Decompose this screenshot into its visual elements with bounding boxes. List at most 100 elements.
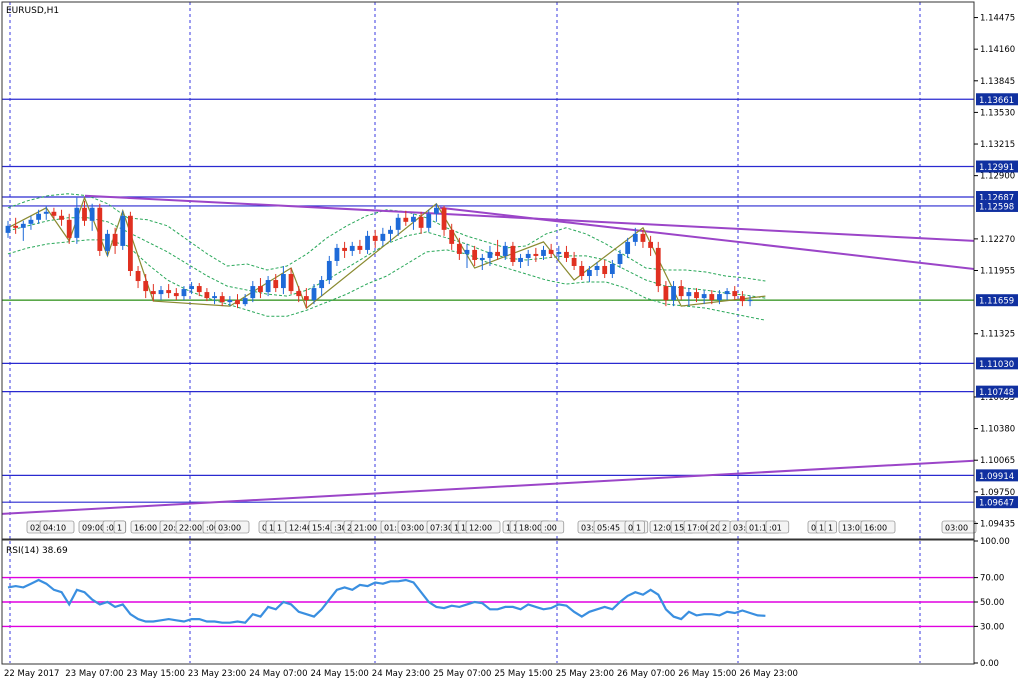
price-level-label: 1.09914 xyxy=(979,472,1014,482)
trend-lines[interactable] xyxy=(1,194,975,515)
time-marker-box xyxy=(860,520,896,534)
price-level-label: 1.11030 xyxy=(979,360,1014,370)
price-level-label: 1.10748 xyxy=(979,388,1014,398)
candle-body xyxy=(112,233,118,246)
price-tick-label: 1.14475 xyxy=(980,14,1015,24)
price-level-label: 1.11659 xyxy=(979,297,1014,307)
candle-body xyxy=(365,235,370,250)
price-level-label: 1.09647 xyxy=(979,499,1014,509)
time-marker-box xyxy=(273,520,286,534)
time-marker-box xyxy=(824,520,837,534)
candle-body xyxy=(242,298,248,305)
price-tick-label: 1.09750 xyxy=(980,488,1015,498)
candle-body xyxy=(135,271,141,282)
candle-body xyxy=(36,213,41,220)
candle-body xyxy=(20,223,26,228)
time-marker-label: 0 xyxy=(811,524,816,533)
candle-body xyxy=(357,245,363,250)
candle-body xyxy=(181,289,187,297)
time-marker-box xyxy=(465,520,501,534)
candle-body xyxy=(51,211,57,216)
candle-body xyxy=(105,233,110,251)
candle-body xyxy=(372,235,378,241)
time-marker-label: 18:00 xyxy=(519,524,542,533)
time-marker-label: 1 xyxy=(636,524,641,533)
candle-body xyxy=(319,280,325,289)
candle-body xyxy=(625,241,631,254)
time-marker-label: :30 xyxy=(334,524,347,533)
time-marker-label: 12:00 xyxy=(653,524,676,533)
rsi-line xyxy=(7,578,766,624)
candle-body xyxy=(43,211,49,214)
candle-body xyxy=(441,207,447,230)
time-marker-label: 16:00 xyxy=(134,524,157,533)
candle-body xyxy=(426,213,432,228)
candle-body xyxy=(579,265,585,277)
time-axis-label: 22 May 2017 xyxy=(4,669,59,679)
rsi-tick-label: 70.00 xyxy=(980,574,1004,584)
candle-body xyxy=(587,269,592,277)
price-tick-label: 1.13215 xyxy=(980,140,1015,150)
candle-body xyxy=(204,292,210,299)
time-axis-label: 25 May 23:00 xyxy=(556,669,614,679)
time-marker-label: 04:10 xyxy=(43,524,66,533)
candle-body xyxy=(219,296,225,303)
candle-body xyxy=(82,207,87,221)
rsi-title: RSI(14) 38.69 xyxy=(6,546,68,556)
price-levels xyxy=(2,98,974,503)
price-tick-label: 1.10380 xyxy=(980,425,1015,435)
price-level-tag xyxy=(976,385,1018,398)
candle-body xyxy=(525,253,531,258)
candle-body xyxy=(150,291,156,295)
candle-body xyxy=(518,257,523,262)
price-tick-label: 1.10695 xyxy=(980,393,1015,403)
price-level-tag xyxy=(976,93,1018,106)
candle-body xyxy=(273,280,279,289)
candle-body xyxy=(189,286,194,290)
time-axis-label: 23 May 07:00 xyxy=(65,669,123,679)
time-marker-box xyxy=(765,520,790,534)
candle-body xyxy=(250,286,256,299)
candle-body xyxy=(464,249,470,254)
candle-body xyxy=(747,300,753,302)
candle-body xyxy=(5,225,11,233)
candle-body xyxy=(89,207,95,221)
time-axis-label: 24 May 15:00 xyxy=(311,669,369,679)
time-marker-label: 1 xyxy=(819,524,824,533)
time-marker-label: 07:30 xyxy=(430,524,453,533)
candles xyxy=(5,197,753,309)
time-axis: 22 May 2017 23 May 07:00 23 May 15:00 23 Ma… xyxy=(4,669,798,679)
candle-body xyxy=(173,293,179,297)
candle-body xyxy=(732,291,738,297)
candle-body xyxy=(59,215,64,220)
rsi-tick-label: 30.00 xyxy=(980,622,1004,632)
candle-body xyxy=(717,294,722,301)
candle-body xyxy=(281,274,286,289)
candle-body xyxy=(686,292,692,297)
candle-body xyxy=(212,296,217,299)
time-marker-box xyxy=(39,520,75,534)
chart-title: EURUSD,H1 xyxy=(6,6,59,16)
candle-body xyxy=(594,265,600,270)
time-marker-label: 09:00 xyxy=(82,524,105,533)
time-marker-label: :01 xyxy=(769,524,782,533)
time-axis-label: 24 May 23:00 xyxy=(372,669,430,679)
time-axis-label: 26 May 23:00 xyxy=(740,669,798,679)
candle-body xyxy=(265,280,271,293)
candle-body xyxy=(502,245,508,256)
candle-body xyxy=(533,253,539,256)
time-axis-label: 25 May 07:00 xyxy=(433,669,491,679)
time-axis-label: 23 May 15:00 xyxy=(127,669,185,679)
price-level-tag xyxy=(976,496,1018,509)
candle-body xyxy=(617,253,623,264)
candle-body xyxy=(472,249,478,260)
candle-body xyxy=(334,247,340,261)
time-marker-label: 1 xyxy=(454,524,459,533)
candle-body xyxy=(648,241,653,248)
candle-body xyxy=(556,251,562,254)
time-marker-label: 1 xyxy=(828,524,833,533)
time-markers: 02: 04:10 09:00:001 16:00 20: 22:00:00 03:00 0 1… xyxy=(26,520,977,534)
candle-body xyxy=(296,291,302,297)
